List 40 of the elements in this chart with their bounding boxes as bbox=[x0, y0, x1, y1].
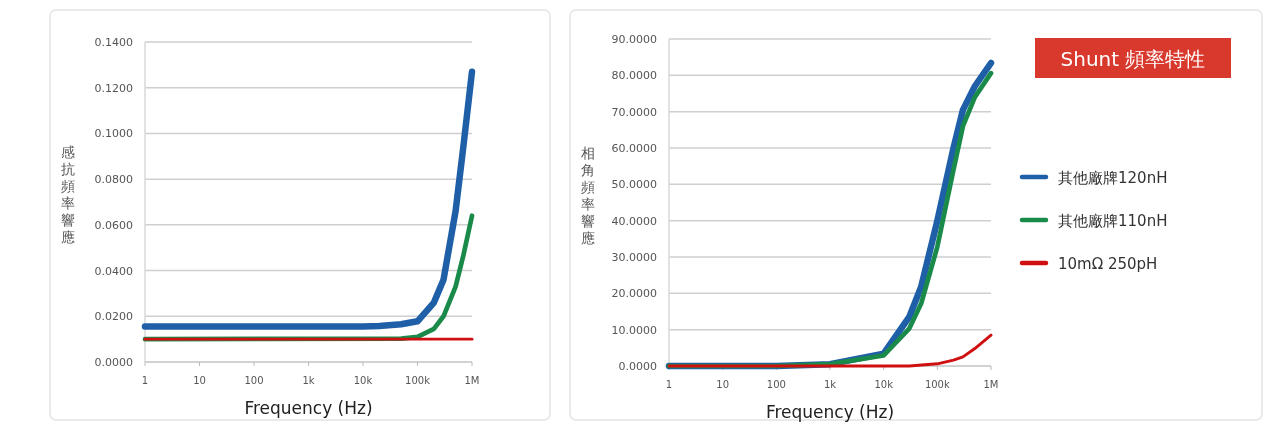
y-tick-label: 0.0600 bbox=[94, 218, 133, 232]
x-axis-title: Frequency (Hz) bbox=[244, 398, 373, 418]
x-tick-label: 10k bbox=[874, 379, 894, 390]
y-tick-label: 0.1400 bbox=[94, 36, 133, 49]
y-tick-label: 50.0000 bbox=[611, 178, 657, 192]
x-tick-label: 100k bbox=[405, 375, 431, 386]
legend-label: 其他廠牌120nH bbox=[1058, 169, 1168, 187]
y-tick-label: 0.0800 bbox=[94, 173, 133, 187]
x-axis-title: Frequency (Hz) bbox=[765, 402, 895, 422]
legend-label: 10mΩ 250pH bbox=[1058, 255, 1158, 273]
y-axis-title: 感抗頻率響應 bbox=[61, 144, 75, 245]
y-tick-label: 60.0000 bbox=[611, 142, 657, 155]
x-tick-label: 10 bbox=[193, 375, 206, 386]
y-tick-label: 0.0000 bbox=[94, 356, 133, 369]
y-tick-label: 0.0000 bbox=[618, 360, 657, 373]
x-tick-label: 100 bbox=[244, 375, 264, 386]
y-tick-label: 70.0000 bbox=[611, 105, 657, 119]
x-tick-label: 1M bbox=[983, 379, 999, 390]
y-tick-label: 0.0400 bbox=[94, 264, 133, 278]
x-tick-label: 10 bbox=[716, 379, 730, 390]
x-tick-label: 1M bbox=[464, 375, 480, 386]
x-tick-label: 1 bbox=[141, 375, 149, 386]
y-tick-label: 0.0200 bbox=[94, 310, 133, 324]
legend-label: 其他廠牌110nH bbox=[1058, 212, 1168, 230]
y-tick-label: 90.0000 bbox=[611, 33, 657, 46]
y-tick-label: 20.0000 bbox=[611, 287, 657, 301]
x-tick-label: 1k bbox=[823, 379, 837, 390]
y-tick-label: 0.1200 bbox=[94, 81, 133, 95]
y-tick-label: 40.0000 bbox=[611, 214, 657, 228]
x-tick-label: 100 bbox=[766, 379, 786, 390]
y-tick-label: 0.1000 bbox=[94, 127, 133, 141]
y-tick-label: 10.0000 bbox=[611, 323, 657, 337]
y-tick-label: 30.0000 bbox=[611, 251, 657, 264]
x-tick-label: 1 bbox=[665, 379, 673, 390]
y-tick-label: 80.0000 bbox=[611, 69, 657, 83]
y-axis-title: 相角頻率響應 bbox=[581, 144, 595, 246]
text: Shunt 頻率特性 bbox=[1060, 47, 1206, 71]
x-tick-label: 10k bbox=[353, 375, 373, 386]
x-tick-label: 100k bbox=[924, 379, 950, 390]
x-tick-label: 1k bbox=[302, 375, 315, 386]
